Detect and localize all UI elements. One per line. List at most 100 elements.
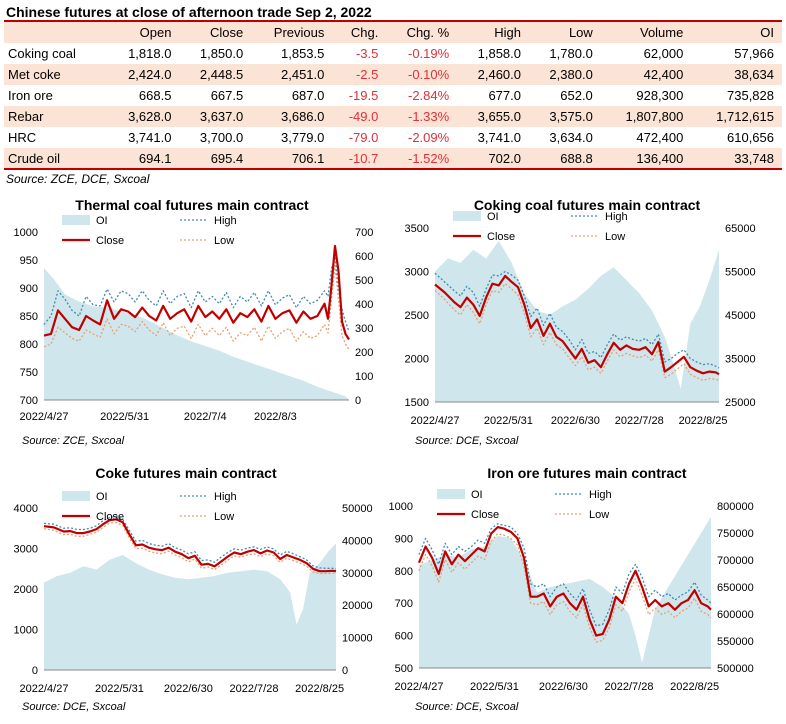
table-row: HRC 3,741.0 3,700.0 3,779.0 -79.0 -2.09% 3,741… (4, 127, 782, 148)
table-cell: 3,686.0 (281, 109, 325, 124)
table-title: Chinese futures at close of afternoon tr… (4, 2, 782, 22)
y2-tick-label: 550000 (717, 636, 754, 648)
y2-tick-label: 0 (342, 665, 348, 677)
legend-item: Close (62, 511, 124, 523)
close-line-series (417, 526, 712, 637)
table-cell: 3,779.0 (281, 130, 325, 145)
low-line-series (43, 264, 350, 350)
legend-label: Low (214, 235, 234, 247)
y-tick-label: 700 (395, 598, 413, 610)
legend-label: Low (214, 511, 234, 523)
x-tick-label: 2022/7/28 (230, 683, 279, 695)
table-cell: -2.84% (408, 88, 450, 103)
table-cell: 3,634.0 (549, 130, 593, 145)
table-cell: 652.0 (560, 88, 593, 103)
x-tick-label: 2022/7/28 (615, 415, 664, 427)
low-line-series (43, 521, 337, 575)
y-tick-label: 1000 (14, 227, 38, 239)
legend-swatch-oi (453, 211, 481, 221)
table-cell: 33,748 (691, 148, 782, 170)
x-tick-label: 2022/8/25 (679, 415, 728, 427)
legend-item: Close (437, 509, 499, 521)
table-cell: -0.19% (408, 46, 450, 61)
y-tick-label: 800 (395, 566, 413, 578)
high-line-series (43, 256, 350, 332)
table-cell: -49.0 (348, 109, 379, 124)
x-tick-label: 2022/5/31 (100, 411, 149, 423)
table-cell: 42,400 (643, 67, 684, 82)
y2-tick-label: 300 (355, 323, 373, 335)
x-tick-label: 2022/4/27 (20, 411, 69, 423)
futures-table: Open Close Previous Chg. Chg. % High Low Volume… (4, 22, 782, 170)
y2-tick-label: 200 (355, 347, 373, 359)
x-tick-label: 2022/4/27 (411, 415, 460, 427)
y2-tick-label: 30000 (342, 568, 373, 580)
chart-title: Coke futures main contract (95, 465, 277, 481)
table-cell: 472,400 (636, 130, 684, 145)
table-cell: 3,655.0 (477, 109, 521, 124)
table-cell: -1.33% (408, 109, 450, 124)
commodity-name: HRC (8, 130, 37, 145)
y2-tick-label: 25000 (725, 397, 756, 409)
legend-item: Low (180, 511, 234, 523)
commodity-name: Met coke (8, 67, 61, 82)
column-header: Close (209, 25, 244, 40)
y2-tick-label: 500 (355, 275, 373, 287)
commodity-name: Rebar (8, 109, 44, 124)
thermal-coal-chart: Thermal coal futures main contract 700 750… (14, 197, 374, 447)
x-tick-label: 2022/5/31 (484, 415, 533, 427)
legend-item: Low (180, 235, 234, 247)
y2-tick-label: 45000 (725, 310, 756, 322)
legend-label: Low (589, 509, 609, 521)
table-cell: 3,741.0 (477, 130, 521, 145)
close-line-series (43, 244, 350, 341)
x-tick-label: 2022/5/31 (470, 681, 519, 693)
table-cell: 1,858.0 (477, 46, 521, 61)
y2-tick-label: 55000 (725, 267, 756, 279)
x-tick-label: 2022/5/31 (95, 683, 144, 695)
table-cell: -3.5 (355, 46, 379, 61)
x-tick-label: 2022/6/30 (539, 681, 588, 693)
commodity-name: Crude oil (4, 148, 108, 170)
high-line-series (43, 515, 337, 570)
x-tick-label: 2022/4/27 (20, 683, 69, 695)
oi-area-series (435, 241, 719, 402)
table-cell: 668.5 (138, 88, 172, 103)
table-row: Crude oil 694.1 695.4 706.1 -10.7 -1.52% 702.0… (4, 148, 782, 170)
y2-tick-label: 400 (355, 299, 373, 311)
table-cell: 2,424.0 (128, 67, 172, 82)
legend-item: High (180, 215, 237, 227)
y-tick-label: 750 (20, 367, 38, 379)
y2-tick-label: 600 (355, 251, 373, 263)
table-row: Iron ore 668.5 667.5 687.0 -19.5 -2.84% 677.0 6… (4, 85, 782, 106)
table-cell: 667.5 (210, 88, 244, 103)
y2-tick-label: 500000 (717, 663, 754, 675)
y-tick-label: 3500 (405, 223, 429, 235)
legend-item: OI (62, 491, 108, 503)
y-tick-label: 3000 (405, 267, 429, 279)
table-cell: -79.0 (348, 130, 379, 145)
commodity-name: Iron ore (8, 88, 53, 103)
table-row: Met coke 2,424.0 2,448.5 2,451.0 -2.5 -0.10% 2… (4, 64, 782, 85)
legend-item: Close (453, 231, 515, 243)
legend-label: Close (96, 511, 124, 523)
y2-tick-label: 700000 (717, 555, 754, 567)
x-tick-label: 2022/7/4 (184, 411, 227, 423)
table-cell: -1.52% (386, 148, 458, 170)
table-cell: 3,637.0 (199, 109, 244, 124)
column-header: Low (568, 25, 593, 40)
table-cell: 1,853.5 (281, 46, 325, 61)
x-tick-label: 2022/8/25 (670, 681, 719, 693)
y-tick-label: 900 (20, 283, 38, 295)
table-cell: 1,818.0 (128, 46, 172, 61)
oi-area-series (44, 268, 349, 400)
coking-coal-chart: Coking coal futures main contract 1500 200… (405, 197, 756, 447)
table-cell: -10.7 (332, 148, 387, 170)
table-cell: -19.5 (348, 88, 379, 103)
table-cell: 610,656 (727, 130, 774, 145)
y-tick-label: 800 (20, 339, 38, 351)
y-tick-label: 3000 (14, 544, 38, 556)
legend-label: Close (96, 235, 124, 247)
low-line-series (418, 532, 712, 643)
high-line-series (434, 270, 720, 369)
